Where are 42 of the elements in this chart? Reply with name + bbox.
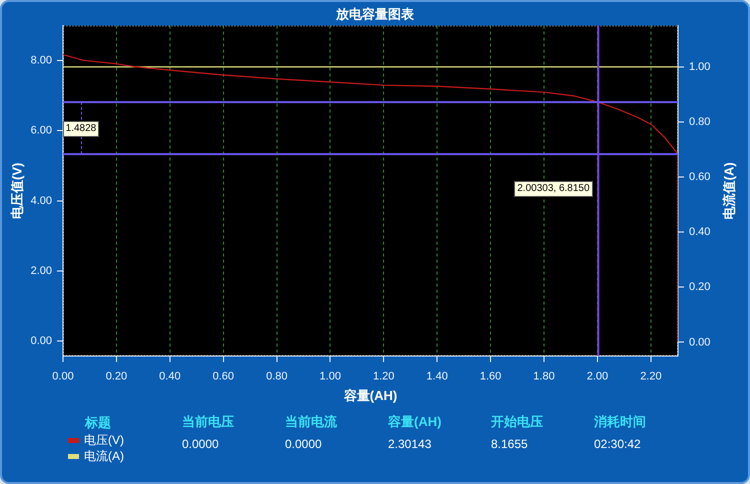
legend-label: 电压(V) bbox=[84, 433, 124, 447]
x-axis-title: 容量(AH) bbox=[342, 388, 398, 403]
y2-tick-label: 0.60 bbox=[689, 171, 710, 184]
legend-title: 标题 bbox=[85, 414, 112, 432]
x-tick-label: 0.20 bbox=[106, 370, 128, 383]
x-tick-label: 0.80 bbox=[266, 370, 288, 383]
x-tick-label: 0.60 bbox=[212, 370, 234, 383]
text: 2.30143 bbox=[388, 436, 432, 452]
text: 消耗时间 bbox=[594, 414, 646, 430]
annotation: 2.00303, 6.8150 bbox=[514, 180, 593, 197]
text: 容量(AH) bbox=[388, 414, 442, 430]
y2-tick-label: 0.80 bbox=[689, 116, 710, 128]
x-tick-label: 1.20 bbox=[372, 370, 394, 383]
x-tick-label: 2.20 bbox=[640, 370, 662, 383]
y-tick-label: 6.00 bbox=[30, 124, 52, 137]
y2-tick-label: 0.00 bbox=[689, 336, 710, 348]
x-tick-label: 1.40 bbox=[426, 370, 448, 383]
x-tick-label: 1.80 bbox=[533, 370, 555, 383]
y2-axis-title: 电流值(A) bbox=[722, 162, 737, 220]
y-tick-label: 2.00 bbox=[30, 264, 52, 277]
y2-tick-label: 0.40 bbox=[689, 226, 710, 238]
text: 0.0000 bbox=[182, 436, 219, 452]
y2-tick-label: 0.20 bbox=[689, 281, 710, 294]
y-tick-label: 4.00 bbox=[30, 194, 52, 207]
chart-title: 放电容量图表 bbox=[335, 6, 415, 22]
y-axis-title: 电压值(V) bbox=[9, 162, 24, 219]
legend-label: 电流(A) bbox=[84, 449, 124, 463]
text: 0.0000 bbox=[285, 436, 322, 452]
text: 8.1655 bbox=[491, 436, 528, 452]
x-tick-label: 2.00 bbox=[586, 370, 608, 383]
text: 02:30:42 bbox=[594, 436, 641, 452]
x-tick-label: 0.00 bbox=[52, 370, 74, 383]
x-tick-label: 1.60 bbox=[480, 370, 502, 383]
y-tick-label: 0.00 bbox=[30, 334, 52, 347]
y-tick-label: 8.00 bbox=[30, 54, 52, 67]
annotation: 1.4828 bbox=[62, 120, 100, 137]
text: 开始电压 bbox=[491, 414, 543, 430]
text: 当前电流 bbox=[285, 414, 337, 430]
x-tick-label: 1.00 bbox=[320, 370, 341, 383]
text: 当前电压 bbox=[182, 414, 234, 430]
x-tick-label: 0.40 bbox=[159, 370, 181, 383]
y2-tick-label: 1.00 bbox=[689, 60, 710, 73]
